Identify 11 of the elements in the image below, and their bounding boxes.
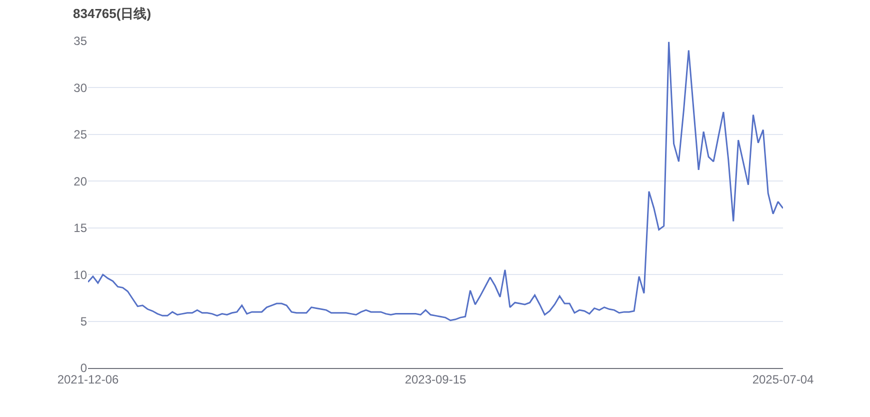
y-tick-label: 5 — [80, 314, 88, 328]
x-tick-label: 2023-09-15 — [404, 372, 467, 386]
y-tick-label: 35 — [74, 34, 88, 48]
y-tick-label: 25 — [74, 128, 88, 142]
line-series — [88, 41, 783, 322]
y-tick-label: 15 — [74, 221, 88, 236]
y-tick-label: 20 — [74, 174, 88, 188]
y-tick-label: 10 — [74, 268, 88, 282]
chart-title: 834765(日线) — [73, 6, 152, 22]
x-tick-label: 2025-07-04 — [752, 372, 814, 386]
y-tick-label: 30 — [74, 80, 88, 95]
